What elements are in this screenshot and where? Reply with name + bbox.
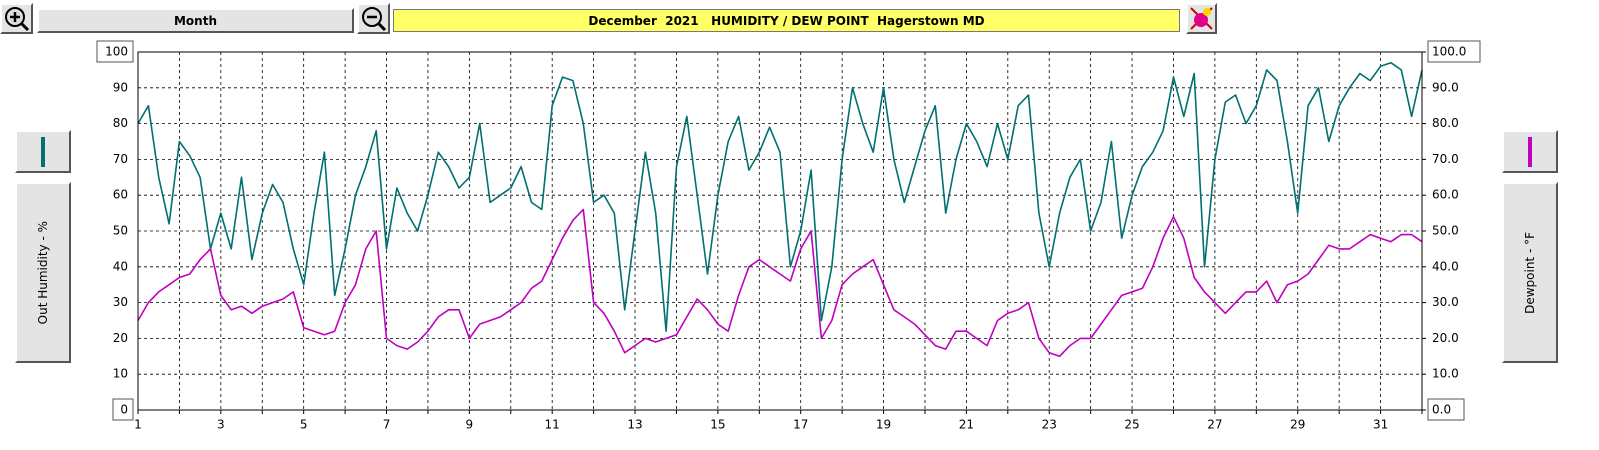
x-tick-label: 27 <box>1207 418 1222 432</box>
y2-tick-label: 80.0 <box>1432 116 1459 130</box>
y2-tick-label: 0.0 <box>1432 403 1451 417</box>
y2-tick-label: 90.0 <box>1432 80 1459 94</box>
y-axis-label: Out Humidity - % <box>36 220 50 325</box>
x-tick-label: 11 <box>545 418 560 432</box>
chart-title: December 2021 HUMIDITY / DEW POINT Hager… <box>393 9 1180 32</box>
y-tick-box <box>112 398 134 421</box>
zoom-out-icon <box>362 7 387 32</box>
x-tick-label: 1 <box>134 418 142 432</box>
y-tick-label: 50 <box>113 224 128 238</box>
y-tick-label: 10 <box>113 367 128 381</box>
y-tick-label: 90 <box>113 80 128 94</box>
zoom-in-icon <box>5 7 30 32</box>
period-button[interactable]: Month <box>37 8 354 33</box>
zoom-out-button[interactable] <box>357 3 390 34</box>
x-tick-label: 5 <box>300 418 308 432</box>
dewpoint-legend-swatch <box>1528 136 1532 167</box>
humidity-legend-swatch <box>41 136 45 167</box>
humidity-legend-button[interactable] <box>15 130 71 173</box>
y2-tick-label: 40.0 <box>1432 259 1459 273</box>
zoom-in-button[interactable] <box>0 3 33 34</box>
series-line <box>137 208 1423 358</box>
y2-tick-label: 100.0 <box>1432 45 1466 59</box>
x-tick-label: 31 <box>1373 418 1388 432</box>
x-tick-label: 9 <box>466 418 474 432</box>
y-tick-label: 80 <box>113 116 128 130</box>
y-tick-label: 0 <box>120 403 128 417</box>
y2-axis-label-button[interactable]: Dewpoint - °F <box>1502 182 1558 363</box>
x-tick-label: 15 <box>710 418 725 432</box>
series-line <box>137 61 1423 333</box>
y2-tick-label: 20.0 <box>1432 331 1459 345</box>
y-tick-label: 60 <box>113 188 128 202</box>
y-tick-box <box>96 40 134 63</box>
y-tick-label: 70 <box>113 152 128 166</box>
x-tick-label: 21 <box>959 418 974 432</box>
y2-tick-label: 60.0 <box>1432 188 1459 202</box>
dewpoint-legend-button[interactable] <box>1502 130 1558 173</box>
y-tick-label: 30 <box>113 295 128 309</box>
y2-tick-label: 50.0 <box>1432 224 1459 238</box>
y-tick-label: 100 <box>105 45 128 59</box>
y-tick-label: 20 <box>113 331 128 345</box>
y2-tick-box <box>1427 40 1481 63</box>
x-tick-label: 25 <box>1124 418 1139 432</box>
plot-border <box>137 51 1423 411</box>
x-tick-label: 29 <box>1290 418 1305 432</box>
x-tick-label: 17 <box>793 418 808 432</box>
y2-tick-label: 30.0 <box>1432 295 1459 309</box>
tool-icon <box>1190 7 1213 30</box>
y-axis-label-button[interactable]: Out Humidity - % <box>15 182 71 363</box>
x-tick-label: 3 <box>217 418 225 432</box>
y2-tick-box <box>1427 398 1465 421</box>
plot-frame <box>137 51 1423 411</box>
tool-button[interactable] <box>1186 3 1217 34</box>
y2-tick-label: 70.0 <box>1432 152 1459 166</box>
y-tick-label: 40 <box>113 259 128 273</box>
x-tick-label: 23 <box>1042 418 1057 432</box>
x-tick-label: 19 <box>876 418 891 432</box>
y2-tick-label: 10.0 <box>1432 367 1459 381</box>
x-tick-label: 7 <box>383 418 391 432</box>
y2-axis-label: Dewpoint - °F <box>1523 231 1537 314</box>
x-tick-label: 13 <box>627 418 642 432</box>
